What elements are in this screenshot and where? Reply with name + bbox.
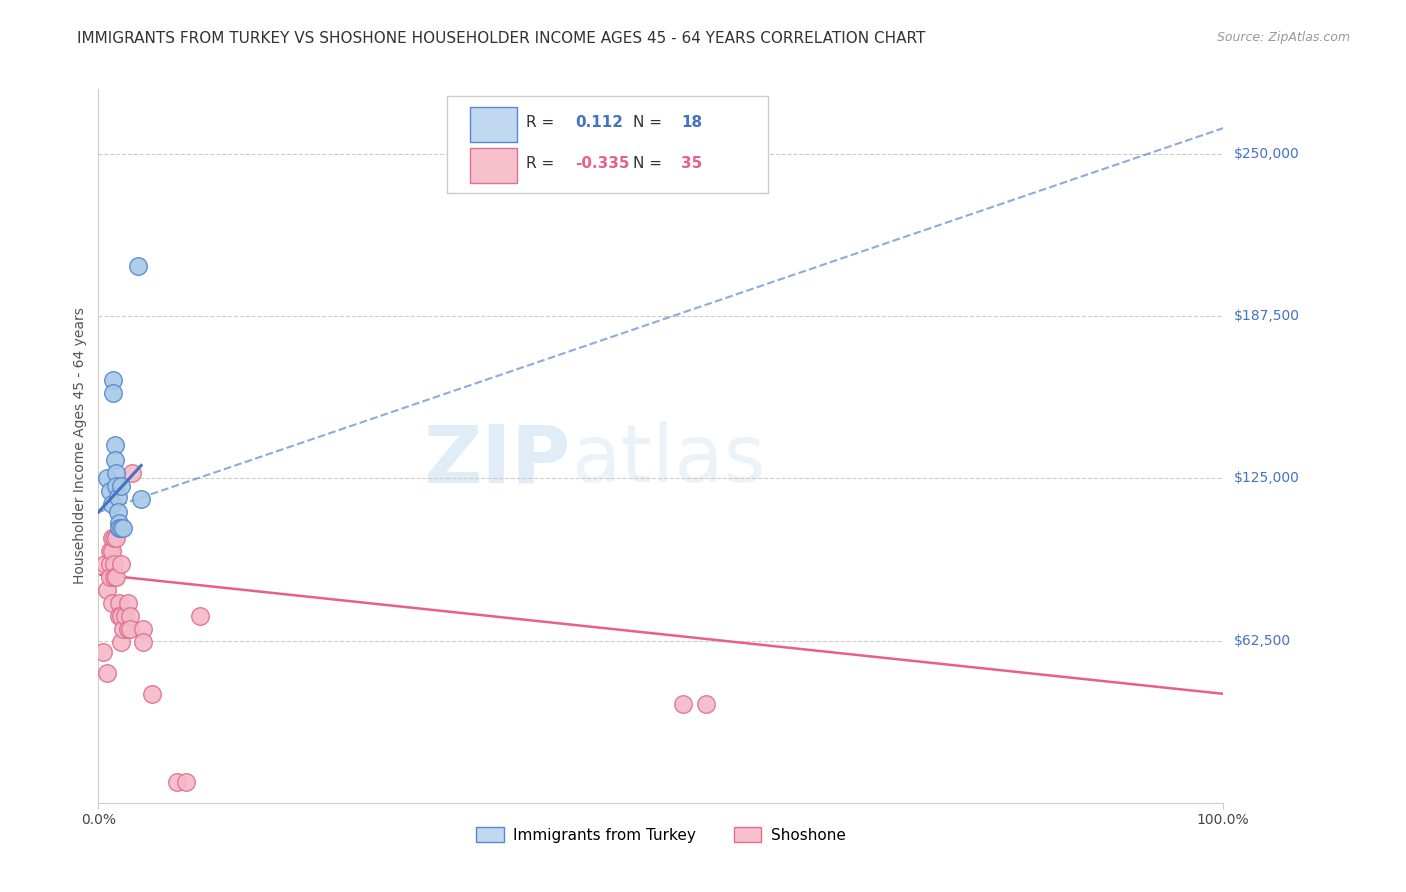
- Point: [105, 467, 128, 481]
- Point: [114, 609, 136, 624]
- Point: [105, 570, 128, 584]
- Point: [129, 492, 152, 507]
- FancyBboxPatch shape: [470, 148, 517, 183]
- Point: [107, 596, 129, 610]
- Point: [166, 775, 188, 789]
- Point: [94, 557, 117, 571]
- Text: R =: R =: [526, 156, 554, 171]
- Text: 0.112: 0.112: [575, 115, 623, 130]
- FancyBboxPatch shape: [470, 107, 517, 142]
- Point: [96, 471, 118, 485]
- Text: atlas: atlas: [571, 421, 765, 500]
- Text: 18: 18: [681, 115, 702, 130]
- Point: [104, 453, 127, 467]
- Point: [107, 521, 129, 535]
- Point: [110, 609, 132, 624]
- Point: [132, 622, 155, 636]
- Point: [112, 622, 135, 636]
- Point: [98, 557, 121, 571]
- FancyBboxPatch shape: [447, 96, 768, 193]
- Point: [107, 490, 129, 504]
- Point: [695, 697, 717, 711]
- Point: [105, 531, 128, 545]
- Point: [132, 635, 155, 649]
- Text: IMMIGRANTS FROM TURKEY VS SHOSHONE HOUSEHOLDER INCOME AGES 45 - 64 YEARS CORRELA: IMMIGRANTS FROM TURKEY VS SHOSHONE HOUSE…: [77, 31, 925, 46]
- Text: R =: R =: [526, 115, 554, 130]
- Point: [118, 622, 141, 636]
- Point: [103, 531, 125, 545]
- Point: [101, 544, 124, 558]
- Point: [101, 497, 124, 511]
- Point: [117, 622, 139, 636]
- Text: 35: 35: [681, 156, 703, 171]
- Point: [101, 596, 124, 610]
- Point: [141, 687, 163, 701]
- Text: $250,000: $250,000: [1234, 147, 1301, 161]
- Text: $125,000: $125,000: [1234, 472, 1301, 485]
- Point: [117, 596, 139, 610]
- Point: [98, 544, 121, 558]
- Point: [91, 645, 114, 659]
- Point: [105, 479, 128, 493]
- Point: [103, 557, 125, 571]
- Text: -0.335: -0.335: [575, 156, 630, 171]
- Point: [672, 697, 695, 711]
- Point: [101, 531, 124, 545]
- Point: [110, 521, 132, 535]
- Point: [110, 479, 132, 493]
- Point: [107, 505, 129, 519]
- Text: Source: ZipAtlas.com: Source: ZipAtlas.com: [1216, 31, 1350, 45]
- Point: [96, 582, 118, 597]
- Point: [127, 259, 149, 273]
- Text: N =: N =: [633, 115, 662, 130]
- Point: [112, 521, 135, 535]
- Point: [174, 775, 197, 789]
- Point: [104, 438, 127, 452]
- Text: ZIP: ZIP: [423, 421, 571, 500]
- Legend: Immigrants from Turkey, Shoshone: Immigrants from Turkey, Shoshone: [470, 821, 852, 848]
- Y-axis label: Householder Income Ages 45 - 64 years: Householder Income Ages 45 - 64 years: [73, 308, 87, 584]
- Point: [101, 385, 124, 400]
- Point: [101, 373, 124, 387]
- Point: [121, 467, 143, 481]
- Point: [110, 635, 132, 649]
- Point: [107, 609, 129, 624]
- Text: $62,500: $62,500: [1234, 633, 1292, 648]
- Point: [98, 570, 121, 584]
- Point: [96, 666, 118, 681]
- Point: [98, 484, 121, 499]
- Point: [188, 609, 211, 624]
- Point: [103, 570, 125, 584]
- Point: [107, 516, 129, 530]
- Point: [118, 609, 141, 624]
- Text: $187,500: $187,500: [1234, 310, 1301, 323]
- Text: N =: N =: [633, 156, 662, 171]
- Point: [110, 557, 132, 571]
